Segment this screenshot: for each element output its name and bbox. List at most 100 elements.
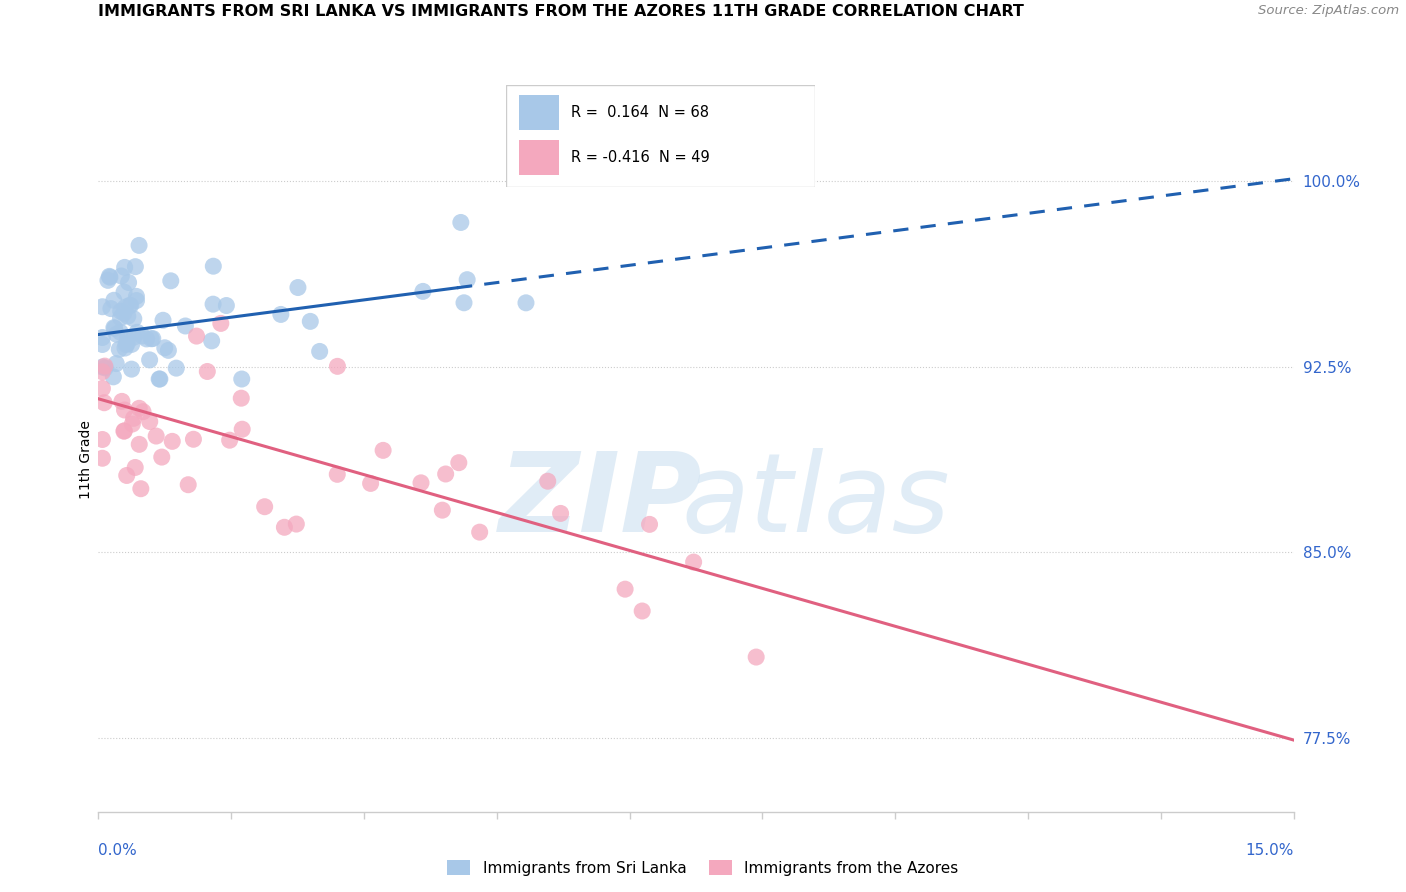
- Point: [91, 300, 114, 314]
- Point: [104, 321, 127, 335]
- Point: [115, 332, 138, 346]
- Y-axis label: 11th Grade: 11th Grade: [79, 420, 93, 499]
- Point: [299, 314, 322, 328]
- Point: [110, 304, 132, 318]
- Text: 15.0%: 15.0%: [1246, 843, 1294, 858]
- Point: [153, 341, 176, 355]
- Point: [202, 297, 225, 311]
- Point: [122, 311, 145, 326]
- Point: [231, 372, 253, 386]
- Point: [138, 415, 160, 429]
- Point: [114, 403, 136, 417]
- Point: [124, 260, 146, 274]
- Point: [112, 424, 135, 438]
- Point: [614, 582, 637, 597]
- Text: IMMIGRANTS FROM SRI LANKA VS IMMIGRANTS FROM THE AZORES 11TH GRADE CORRELATION C: IMMIGRANTS FROM SRI LANKA VS IMMIGRANTS …: [98, 4, 1025, 20]
- Point: [145, 429, 167, 443]
- Point: [131, 329, 153, 343]
- Point: [98, 269, 121, 284]
- Point: [93, 395, 115, 409]
- Point: [105, 327, 128, 342]
- Point: [152, 313, 174, 327]
- Point: [150, 450, 173, 464]
- Point: [287, 280, 309, 294]
- Point: [142, 332, 165, 346]
- Point: [91, 433, 114, 447]
- Point: [124, 460, 146, 475]
- Point: [128, 437, 150, 451]
- Point: [110, 310, 132, 325]
- Point: [537, 474, 560, 488]
- Point: [122, 411, 145, 425]
- Point: [149, 372, 172, 386]
- Point: [447, 456, 470, 470]
- Text: Source: ZipAtlas.com: Source: ZipAtlas.com: [1258, 4, 1399, 18]
- Point: [128, 238, 150, 252]
- Point: [253, 500, 276, 514]
- Point: [159, 274, 181, 288]
- Point: [186, 329, 208, 343]
- Point: [121, 417, 143, 431]
- Point: [468, 525, 491, 540]
- Point: [103, 320, 125, 334]
- Point: [98, 270, 121, 285]
- Point: [231, 391, 253, 405]
- Point: [118, 298, 141, 312]
- Text: R =  0.164  N = 68: R = 0.164 N = 68: [571, 105, 709, 120]
- Point: [91, 330, 114, 344]
- FancyBboxPatch shape: [519, 95, 558, 130]
- Point: [177, 477, 200, 491]
- Point: [91, 365, 114, 379]
- Point: [209, 317, 232, 331]
- Point: [91, 337, 114, 351]
- Point: [117, 309, 139, 323]
- Point: [127, 326, 149, 340]
- Point: [132, 405, 155, 419]
- Point: [270, 308, 292, 322]
- Point: [450, 215, 472, 229]
- Point: [141, 332, 163, 346]
- Point: [114, 301, 136, 315]
- Point: [129, 482, 152, 496]
- Point: [360, 476, 382, 491]
- Point: [682, 555, 704, 569]
- Point: [326, 467, 349, 482]
- Point: [112, 424, 135, 438]
- Point: [114, 260, 136, 275]
- Point: [631, 604, 654, 618]
- Point: [91, 381, 114, 395]
- Point: [108, 343, 131, 357]
- Point: [638, 517, 661, 532]
- Point: [91, 451, 114, 466]
- Point: [308, 344, 330, 359]
- Point: [128, 401, 150, 416]
- Point: [125, 289, 148, 303]
- Text: R = -0.416  N = 49: R = -0.416 N = 49: [571, 150, 710, 165]
- Point: [115, 468, 138, 483]
- Point: [135, 332, 157, 346]
- Point: [94, 359, 117, 373]
- Point: [108, 325, 131, 339]
- Point: [195, 364, 218, 378]
- Point: [120, 298, 142, 312]
- Point: [412, 285, 434, 299]
- Point: [97, 273, 120, 287]
- Point: [215, 299, 238, 313]
- Point: [456, 273, 478, 287]
- Point: [94, 360, 117, 375]
- Point: [117, 276, 139, 290]
- Point: [122, 330, 145, 344]
- Point: [432, 503, 454, 517]
- Point: [515, 295, 537, 310]
- Point: [285, 517, 308, 532]
- Point: [103, 293, 125, 308]
- Point: [138, 352, 160, 367]
- Point: [202, 259, 225, 273]
- Point: [115, 337, 138, 351]
- Point: [218, 434, 240, 448]
- Point: [91, 359, 114, 374]
- Point: [100, 301, 122, 316]
- Text: atlas: atlas: [681, 448, 950, 555]
- Point: [105, 357, 128, 371]
- Point: [103, 369, 125, 384]
